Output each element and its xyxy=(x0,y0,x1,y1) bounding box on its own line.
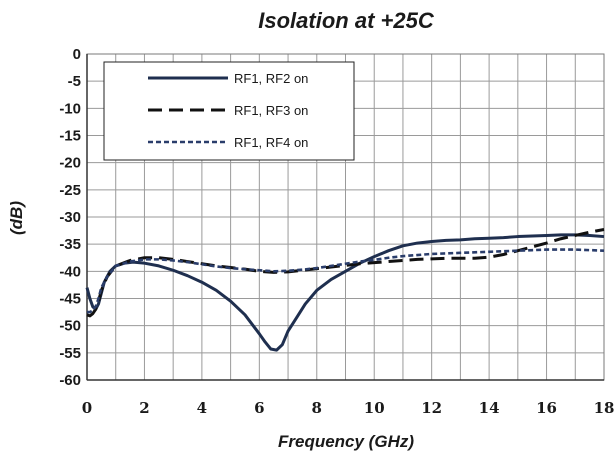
y-axis-label: (dB) xyxy=(7,201,26,235)
legend: RF1, RF2 on RF1, RF3 on RF1, RF4 on xyxy=(103,61,355,161)
y-tick-label: -35 xyxy=(59,236,81,253)
series-line-1 xyxy=(85,233,605,352)
x-tick-label: 8 xyxy=(312,399,322,417)
y-tick-label: -45 xyxy=(59,291,81,308)
x-tick-label: 4 xyxy=(197,399,207,417)
legend-box xyxy=(103,61,355,161)
y-tick-labels: 0 -5 -10 -15 -20 -25 -30 -35 -40 -45 -50 -55 -60 xyxy=(59,46,81,389)
y-tick-label: -40 xyxy=(59,263,81,280)
series-line-3 xyxy=(87,248,605,314)
y-tick-label: -5 xyxy=(68,73,81,90)
x-tick-label: 14 xyxy=(479,399,500,417)
series-layer xyxy=(85,228,605,352)
x-axis-label: Frequency (GHz) xyxy=(278,432,414,451)
chart-title: Isolation at +25C xyxy=(258,8,435,33)
y-tick-label: -25 xyxy=(59,182,81,199)
x-tick-label: 0 xyxy=(82,399,92,417)
legend-label-2: RF1, RF3 on xyxy=(234,103,308,118)
x-tick-label: 18 xyxy=(594,399,615,417)
legend-label-1: RF1, RF2 on xyxy=(234,71,308,86)
x-tick-labels: 0 2 4 6 8 10 12 14 16 18 xyxy=(82,399,615,417)
y-tick-label: 0 xyxy=(73,46,81,63)
y-tick-label: -55 xyxy=(59,345,81,362)
y-tick-label: -50 xyxy=(59,318,81,335)
y-tick-label: -30 xyxy=(59,209,81,226)
y-tick-label: -10 xyxy=(59,100,81,117)
plot-frame-layer xyxy=(86,53,605,381)
legend-label-3: RF1, RF4 on xyxy=(234,135,308,150)
y-tick-label: -15 xyxy=(59,128,81,145)
x-tick-label: 16 xyxy=(536,399,557,417)
x-tick-label: 12 xyxy=(421,399,442,417)
y-tick-label: -60 xyxy=(59,372,81,389)
x-tick-label: 6 xyxy=(254,399,264,417)
x-tick-label: 2 xyxy=(139,399,149,417)
y-tick-label: -20 xyxy=(59,155,81,172)
x-tick-label: 10 xyxy=(364,399,385,417)
